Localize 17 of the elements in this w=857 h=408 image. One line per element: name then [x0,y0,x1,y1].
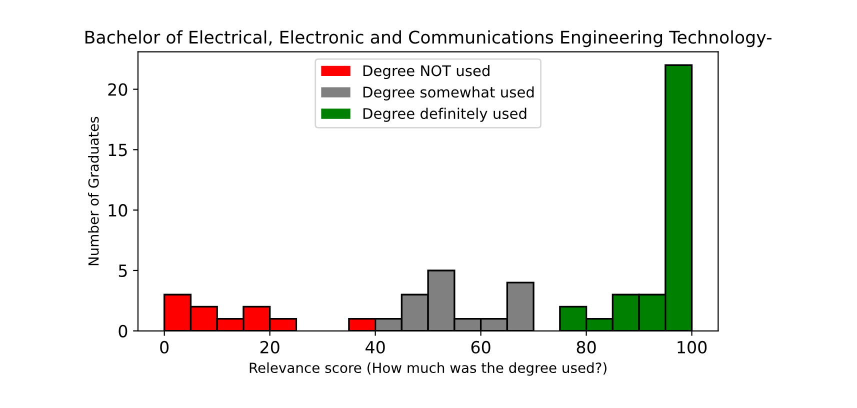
x-axis-title: Relevance score (How much was the degree used?) [250,362,606,376]
x-tick-label: 20 [260,340,280,354]
y-tick-label: 10 [108,204,128,217]
legend-label: Degree NOT used [363,64,490,80]
x-tick-label: 40 [366,340,385,354]
y-tick-label: 15 [108,144,127,156]
y-tick-label: 20 [108,83,128,96]
x-tick-label: 60 [471,340,490,354]
legend-label: Degree somewhat used [363,86,534,100]
y-axis-title: Number of Graduates [88,116,99,266]
x-tick-label: 0 [160,340,169,354]
x-tick-label: 80 [576,340,596,354]
legend-label: Degree definitely used [363,108,526,122]
chart-title: Bachelor of Electrical, Electronic and Communications Engineering Technology- [86,30,772,48]
y-tick-label: 0 [118,324,128,338]
x-tick-label: 100 [678,340,707,354]
y-tick-label: 5 [118,264,127,278]
